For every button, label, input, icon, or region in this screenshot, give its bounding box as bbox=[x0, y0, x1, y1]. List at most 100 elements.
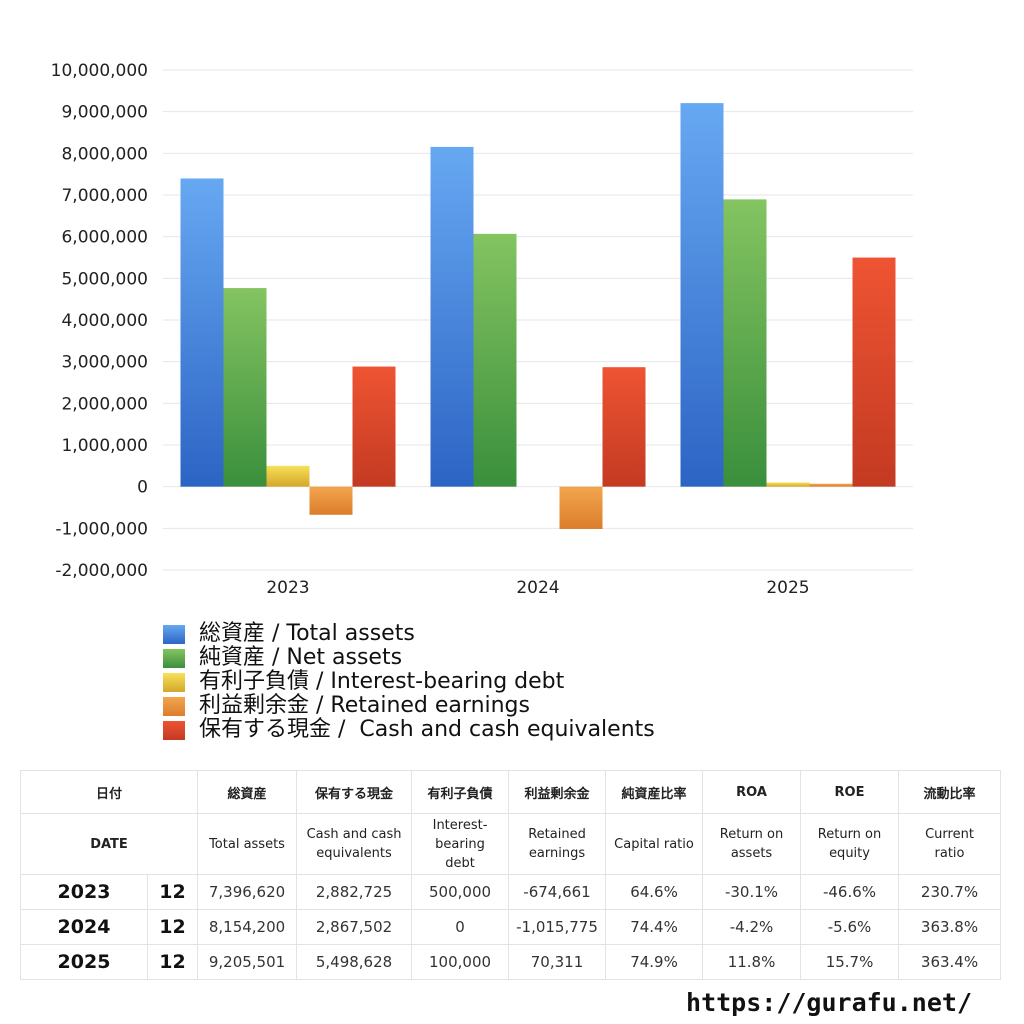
legend-item-interest-bearing-debt: 有利子負債 / Interest-bearing debt bbox=[163, 670, 655, 694]
bar-chart: 10,000,000 9,000,000 8,000,000 7,000,000 6,0… bbox=[51, 61, 913, 598]
header-cash-jp: 保有する現金 bbox=[296, 770, 413, 814]
row-month: 12 bbox=[146, 909, 199, 945]
cell-capital-ratio: 74.4% bbox=[605, 909, 704, 945]
cell-current-ratio: 230.7% bbox=[898, 874, 1002, 910]
cell-total-assets: 9,205,501 bbox=[197, 944, 298, 980]
row-year: 2024 bbox=[20, 909, 148, 945]
legend-item-total-assets: 総資産 / Total assets bbox=[163, 622, 655, 646]
y-tick-label: 3,000,000 bbox=[61, 353, 148, 373]
cell-debt: 500,000 bbox=[411, 874, 510, 910]
header-current-ratio-en: Current ratio bbox=[898, 813, 1002, 875]
y-tick-label: 7,000,000 bbox=[61, 186, 148, 206]
header-date-en: DATE bbox=[19, 813, 199, 875]
y-tick-label: 8,000,000 bbox=[61, 144, 148, 164]
y-tick-label: 10,000,000 bbox=[51, 61, 148, 81]
bar-2025-series-4 bbox=[852, 257, 896, 487]
header-total-assets-jp: 総資産 bbox=[197, 770, 298, 814]
legend-label: 総資産 / Total assets bbox=[199, 621, 415, 646]
y-tick-label: 4,000,000 bbox=[61, 311, 148, 331]
header-capital-ratio-jp: 純資産比率 bbox=[605, 770, 704, 814]
site-url[interactable]: https://gurafu.net/ bbox=[686, 988, 972, 1017]
table-header-jp: 日付 総資産 保有する現金 有利子負債 利益剰余金 純資産比率 ROA ROE … bbox=[19, 770, 1002, 814]
legend-label: 保有する現金 / Cash and cash equivalents bbox=[199, 717, 655, 742]
cell-debt: 0 bbox=[411, 909, 510, 945]
chart-bars bbox=[180, 103, 896, 529]
cell-retained: 70,311 bbox=[508, 944, 607, 980]
bar-2023-series-2 bbox=[266, 465, 310, 487]
cell-debt: 100,000 bbox=[411, 944, 510, 980]
cell-current-ratio: 363.8% bbox=[898, 909, 1002, 945]
header-debt-en: Interest-bearing debt bbox=[411, 813, 510, 875]
header-capital-ratio-en: Capital ratio bbox=[605, 813, 704, 875]
legend-swatch bbox=[163, 672, 185, 692]
cell-roe: 15.7% bbox=[800, 944, 900, 980]
cell-total-assets: 8,154,200 bbox=[197, 909, 298, 945]
cell-current-ratio: 363.4% bbox=[898, 944, 1002, 980]
y-tick-label: 6,000,000 bbox=[61, 228, 148, 248]
x-tick-label: 2024 bbox=[516, 578, 559, 598]
cell-cash: 2,867,502 bbox=[296, 909, 413, 945]
bar-2025-series-1 bbox=[723, 199, 767, 487]
y-tick-label: -2,000,000 bbox=[55, 561, 148, 581]
chart-legend: 総資産 / Total assets 純資産 / Net assets 有利子負… bbox=[163, 622, 655, 742]
row-month: 12 bbox=[146, 874, 199, 910]
bar-2024-series-0 bbox=[430, 146, 474, 487]
table-row: 2023 12 7,396,620 2,882,725 500,000 -674… bbox=[20, 874, 1002, 910]
x-axis-tick-labels: 2023 2024 2025 bbox=[266, 578, 809, 598]
y-tick-label: -1,000,000 bbox=[55, 519, 148, 539]
table-header-en: DATE Total assets Cash and cash equivalen… bbox=[19, 813, 1002, 875]
cell-capital-ratio: 64.6% bbox=[605, 874, 704, 910]
header-cash-en: Cash and cash equivalents bbox=[296, 813, 413, 875]
y-tick-label: 0 bbox=[137, 478, 148, 498]
cell-retained: -674,661 bbox=[508, 874, 607, 910]
header-current-ratio-jp: 流動比率 bbox=[898, 770, 1002, 814]
bar-2023-series-1 bbox=[223, 288, 267, 487]
x-tick-label: 2025 bbox=[766, 578, 809, 598]
bar-2025-series-0 bbox=[680, 103, 724, 487]
bar-2024-series-1 bbox=[473, 233, 517, 487]
legend-item-cash: 保有する現金 / Cash and cash equivalents bbox=[163, 718, 655, 742]
legend-swatch bbox=[163, 648, 185, 668]
cell-total-assets: 7,396,620 bbox=[197, 874, 298, 910]
bar-2023-series-4 bbox=[352, 366, 396, 487]
header-date-jp: 日付 bbox=[19, 770, 199, 814]
legend-label: 利益剰余金 / Retained earnings bbox=[199, 693, 530, 718]
legend-label: 有利子負債 / Interest-bearing debt bbox=[199, 669, 565, 694]
chart-gridlines bbox=[163, 69, 913, 571]
cell-retained: -1,015,775 bbox=[508, 909, 607, 945]
row-year: 2025 bbox=[20, 944, 148, 980]
header-total-assets-en: Total assets bbox=[197, 813, 298, 875]
bar-2024-series-3 bbox=[559, 486, 603, 529]
legend-swatch bbox=[163, 696, 185, 716]
legend-swatch bbox=[163, 720, 185, 740]
financial-table: 日付 総資産 保有する現金 有利子負債 利益剰余金 純資産比率 ROA ROE … bbox=[19, 770, 1002, 980]
legend-label: 純資産 / Net assets bbox=[199, 645, 403, 670]
y-tick-label: 9,000,000 bbox=[61, 103, 148, 123]
cell-roe: -5.6% bbox=[800, 909, 900, 945]
cell-roe: -46.6% bbox=[800, 874, 900, 910]
legend-item-net-assets: 純資産 / Net assets bbox=[163, 646, 655, 670]
y-axis-tick-labels: 10,000,000 9,000,000 8,000,000 7,000,000 6,0… bbox=[51, 61, 148, 581]
table-row: 2025 12 9,205,501 5,498,628 100,000 70,3… bbox=[20, 944, 1002, 980]
cell-cash: 2,882,725 bbox=[296, 874, 413, 910]
table-row: 2024 12 8,154,200 2,867,502 0 -1,015,775… bbox=[20, 909, 1002, 945]
cell-roa: -30.1% bbox=[702, 874, 802, 910]
y-tick-label: 5,000,000 bbox=[61, 269, 148, 289]
legend-swatch bbox=[163, 624, 185, 644]
header-retained-en: Retained earnings bbox=[508, 813, 607, 875]
row-year: 2023 bbox=[20, 874, 148, 910]
y-tick-label: 2,000,000 bbox=[61, 394, 148, 414]
cell-capital-ratio: 74.9% bbox=[605, 944, 704, 980]
header-debt-jp: 有利子負債 bbox=[411, 770, 510, 814]
bar-2024-series-4 bbox=[602, 367, 646, 487]
legend-item-retained-earnings: 利益剰余金 / Retained earnings bbox=[163, 694, 655, 718]
y-tick-label: 1,000,000 bbox=[61, 436, 148, 456]
bar-2023-series-3 bbox=[309, 486, 353, 515]
row-month: 12 bbox=[146, 944, 199, 980]
header-roe-en: Return on equity bbox=[800, 813, 900, 875]
header-roa: ROA bbox=[702, 770, 802, 814]
x-tick-label: 2023 bbox=[266, 578, 309, 598]
bar-2025-series-3 bbox=[809, 483, 853, 487]
bar-2025-series-2 bbox=[766, 482, 810, 487]
header-roe: ROE bbox=[800, 770, 900, 814]
